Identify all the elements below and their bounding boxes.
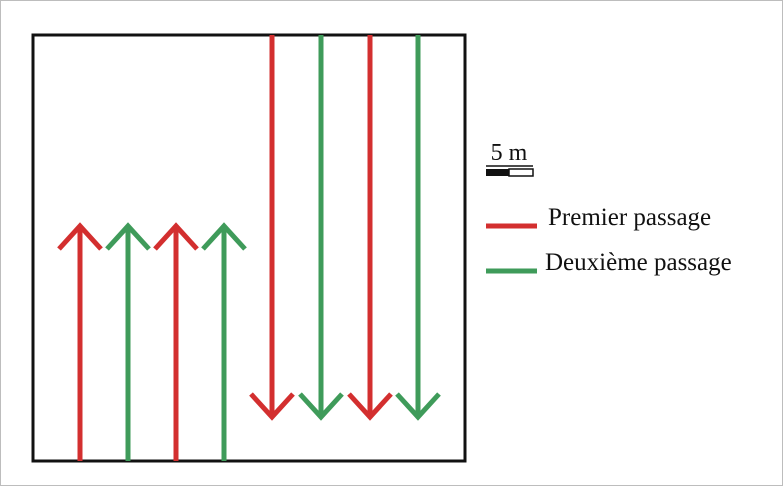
- upward-arrow-2: [105, 222, 151, 461]
- scale-label: 5 m: [491, 140, 528, 166]
- legend-label-second-pass: Deuxième passage: [545, 249, 732, 276]
- scale-bar: 5 m: [486, 140, 534, 177]
- legend-label-first-pass: Premier passage: [548, 204, 711, 231]
- downward-arrow-1-head: [249, 392, 295, 421]
- upward-arrow-1-head: [57, 222, 103, 251]
- downward-arrow-2: [298, 35, 344, 421]
- legend: Premier passage Deuxième passage: [486, 204, 732, 276]
- downward-arrow-3: [347, 35, 393, 421]
- upward-arrow-3: [153, 222, 199, 461]
- upward-arrow-1: [57, 222, 103, 461]
- upward-arrow-4-head: [201, 222, 247, 251]
- upward-arrow-4: [201, 222, 247, 461]
- upward-arrow-2-head: [105, 222, 151, 251]
- plot-area-border: [31, 33, 467, 463]
- upward-arrow-3-head: [153, 222, 199, 251]
- arrows-group: [57, 35, 441, 461]
- scale-bar-empty: [508, 168, 534, 177]
- downward-arrow-1: [249, 35, 295, 421]
- downward-arrow-2-head: [298, 392, 344, 421]
- scale-bar-filled: [486, 169, 509, 176]
- downward-arrow-4-head: [395, 392, 441, 421]
- downward-arrow-4: [395, 35, 441, 421]
- downward-arrow-3-head: [347, 392, 393, 421]
